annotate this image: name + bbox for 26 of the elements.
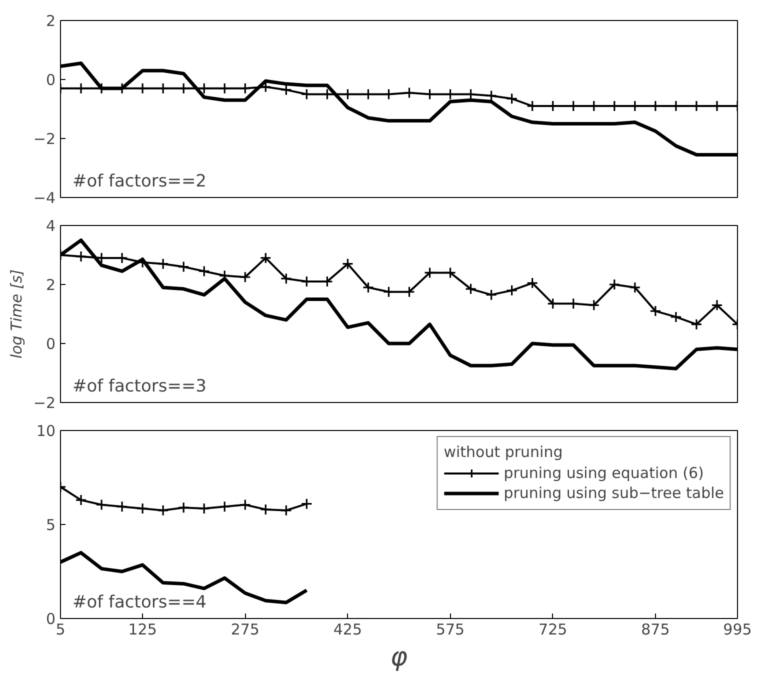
y-axis-title: log Time [s]: [7, 269, 26, 359]
y-tick-label: −4: [33, 189, 56, 207]
y-tick-label: 10: [36, 422, 56, 440]
annotation: #of factors==3: [72, 376, 206, 396]
legend-label: pruning using equation (6): [504, 464, 704, 482]
x-tick-label: 725: [538, 620, 568, 638]
x-tick-label: 995: [723, 620, 752, 638]
y-tick-label: 2: [46, 276, 56, 294]
y-tick-label: 0: [46, 335, 56, 353]
x-axis-title: φ: [390, 642, 408, 672]
x-tick-label: 275: [230, 620, 260, 638]
annotation: #of factors==4: [72, 592, 206, 612]
y-tick-label: −2: [33, 130, 56, 148]
y-tick-label: 2: [46, 12, 56, 30]
legend-title: without pruning: [444, 443, 564, 461]
y-tick-label: 0: [46, 610, 56, 628]
annotation: #of factors==2: [72, 172, 206, 192]
y-tick-label: 4: [46, 217, 56, 235]
x-tick-label: 425: [333, 620, 362, 638]
x-tick-label: 875: [641, 620, 670, 638]
y-tick-label: 0: [46, 71, 56, 89]
x-tick-label: 575: [436, 620, 465, 638]
legend-label: pruning using sub−tree table: [504, 484, 724, 502]
y-tick-label: 5: [46, 516, 56, 534]
x-tick-label: 125: [128, 620, 157, 638]
y-tick-label: −2: [33, 394, 56, 412]
